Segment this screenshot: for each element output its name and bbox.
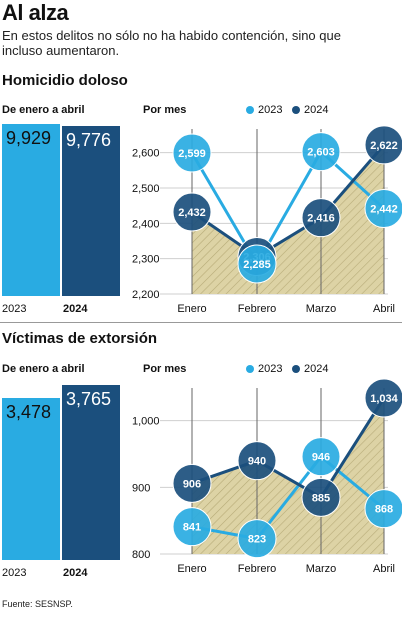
- total-bar-2023-extorsion: 3,478: [2, 398, 60, 560]
- total-value-2023-extorsion: 3,478: [6, 402, 52, 422]
- legend-2023-extorsion: 2023: [246, 363, 282, 375]
- point-2024: [301, 477, 341, 517]
- total-year-2024-extorsion: 2024: [63, 567, 88, 579]
- point-2024: [364, 378, 402, 418]
- legend-2024-extorsion: 2024: [292, 363, 328, 375]
- y-tick-label: 2,300: [132, 254, 160, 266]
- legend-text-2023-b: 2023: [258, 363, 283, 375]
- legend-2024-homicidio: 2024: [292, 104, 328, 116]
- y-tick-label: 900: [132, 482, 150, 494]
- y-tick-label: 2,400: [132, 218, 160, 230]
- monthly-label-extorsion: Por mes: [143, 363, 187, 375]
- y-tick-label: 1,000: [132, 416, 160, 428]
- data-label-2024: 2,416: [307, 213, 335, 225]
- section-title-homicidio: Homicidio doloso: [2, 72, 128, 89]
- point-2023: [301, 132, 341, 172]
- source-note: Fuente: SESNSP.: [2, 599, 73, 609]
- data-label-2024: 2,622: [370, 140, 398, 152]
- point-2024: [237, 441, 277, 481]
- y-tick-label: 2,500: [132, 183, 160, 195]
- legend-text-2024: 2024: [304, 104, 329, 116]
- legend-dot-2023-b: [246, 365, 254, 373]
- x-tick-label: Marzo: [306, 563, 337, 575]
- totals-label-homicidio: De enero a abril: [2, 104, 85, 116]
- point-2024: [172, 463, 212, 503]
- data-label-2023: 2,599: [178, 148, 206, 160]
- legend-dot-2023: [246, 106, 254, 114]
- y-tick-label: 2,600: [132, 148, 160, 160]
- point-2023: [172, 507, 212, 547]
- x-tick-label: Marzo: [306, 303, 337, 315]
- total-year-2024-homicidio: 2024: [63, 303, 88, 315]
- x-tick-label: Enero: [177, 303, 206, 315]
- series-line-2023: [191, 454, 385, 541]
- point-2023: [237, 244, 277, 284]
- section-divider: [0, 322, 402, 323]
- point-2024: [301, 198, 341, 238]
- legend-dot-2024-b: [292, 365, 300, 373]
- section-title-extorsion: Víctimas de extorsión: [2, 330, 158, 347]
- point-2023: [237, 519, 277, 559]
- monthly-label-homicidio: Por mes: [143, 104, 187, 116]
- data-label-2023: 823: [248, 534, 266, 546]
- data-label-2023: 2,603: [307, 147, 335, 159]
- point-2024: [172, 192, 212, 232]
- x-tick-label: Abril: [373, 303, 395, 315]
- x-tick-label: Febrero: [238, 563, 277, 575]
- data-label-2023: 868: [375, 504, 393, 516]
- total-bar-2023-homicidio: 9,929: [2, 124, 60, 296]
- data-label-2024: 1,034: [370, 393, 398, 405]
- x-tick-label: Febrero: [238, 303, 277, 315]
- area-2024: [192, 144, 384, 294]
- y-tick-label: 800: [132, 549, 150, 561]
- x-tick-label: Abril: [373, 563, 395, 575]
- point-2024: [364, 125, 402, 165]
- data-label-2023: 841: [183, 522, 201, 534]
- total-value-2024-extorsion: 3,765: [66, 389, 112, 409]
- total-year-2023-extorsion: 2023: [2, 567, 27, 579]
- series-line-2024: [191, 143, 386, 259]
- series-line-2024: [191, 397, 386, 500]
- data-label-2023: 946: [312, 452, 330, 464]
- legend-text-2024-b: 2024: [304, 363, 329, 375]
- page-title: Al alza: [2, 0, 69, 25]
- point-2023: [364, 188, 402, 228]
- data-label-2024: 2,432: [178, 207, 206, 219]
- totals-label-extorsion: De enero a abril: [2, 363, 85, 375]
- point-2023: [172, 133, 212, 173]
- total-bar-2024-extorsion: 3,765: [62, 385, 120, 560]
- legend-dot-2024: [292, 106, 300, 114]
- total-value-2023-homicidio: 9,929: [6, 128, 52, 148]
- data-label-2024: 940: [248, 456, 266, 468]
- point-2023: [364, 489, 402, 529]
- page-subtitle: En estos delitos no sólo no ha habido co…: [2, 28, 341, 58]
- data-label-2023: 2,285: [243, 259, 271, 271]
- data-label-2023: 2,442: [370, 203, 398, 215]
- legend-2023-homicidio: 2023: [246, 104, 282, 116]
- total-bar-2024-homicidio: 9,776: [62, 126, 120, 296]
- monthly-chart-extorsion: 800 900 1,000 906 940 885 1,034 841 823 946 868 Ene…: [132, 378, 402, 575]
- y-tick-label: 2,200: [132, 289, 160, 301]
- x-tick-label: Enero: [177, 563, 206, 575]
- monthly-chart-homicidio: 2,2002,3002,4002,5002,6002,4322,3062,416…: [132, 125, 402, 315]
- point-2023: [301, 437, 341, 477]
- total-year-2023-homicidio: 2023: [2, 303, 27, 315]
- data-label-2024: 906: [183, 478, 201, 490]
- legend-text-2023: 2023: [258, 104, 283, 116]
- data-label-2024: 885: [312, 492, 330, 504]
- total-value-2024-homicidio: 9,776: [66, 130, 112, 150]
- area-2024: [192, 398, 384, 554]
